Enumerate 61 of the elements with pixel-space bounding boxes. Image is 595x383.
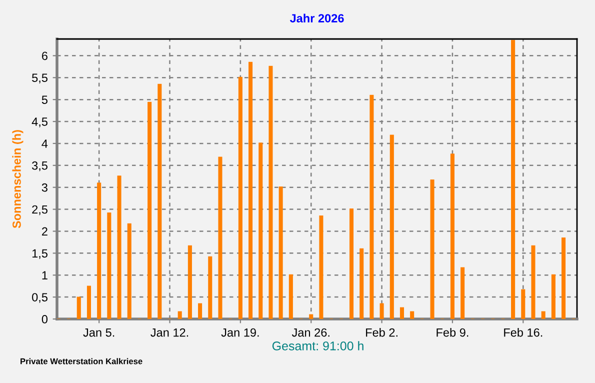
bar: [248, 62, 253, 319]
y-tick-label: 1,5: [32, 249, 48, 259]
bar: [198, 303, 202, 319]
bar: [178, 311, 182, 319]
bar: [410, 311, 414, 319]
bar: [380, 303, 384, 319]
x-tick-label: Feb 9.: [436, 328, 468, 337]
y-tick-label: 2,5: [32, 205, 48, 216]
bar: [319, 216, 324, 319]
bar: [107, 212, 112, 319]
y-tick-label: 6: [42, 52, 48, 60]
bar: [127, 223, 132, 319]
bar: [551, 274, 556, 319]
x-tick-label: Jan 26.: [292, 328, 330, 337]
x-tick-label: Feb 2.: [366, 328, 398, 337]
bar: [86, 286, 91, 319]
bar: [97, 182, 102, 319]
bar: [562, 237, 566, 319]
x-tick-label: Jan 5.: [83, 328, 114, 337]
bar: [268, 66, 273, 319]
bar: [258, 142, 263, 319]
y-tick-label: 4: [42, 140, 48, 148]
bar: [148, 102, 152, 319]
bar: [430, 180, 434, 319]
y-tick-label: 4,5: [32, 118, 48, 128]
text: Private Wetterstation Kalkriese: [20, 358, 142, 364]
bar: [370, 94, 374, 319]
y-tick-label: 5,5: [32, 74, 48, 84]
bar: [158, 84, 162, 319]
bar: [117, 176, 122, 319]
x-tick-label: Jan 12.: [150, 328, 188, 337]
bar: [278, 186, 283, 319]
bar: [360, 248, 364, 319]
bar: [309, 314, 314, 319]
bar: [390, 134, 394, 319]
y-tick-label: 2: [42, 227, 48, 236]
y-axis-title: Sonnenschein (h): [12, 130, 24, 228]
bar: [531, 245, 536, 319]
bar: [521, 289, 526, 319]
y-tick-label: 3,5: [32, 161, 48, 172]
bar: [208, 256, 212, 319]
bar: [450, 154, 454, 319]
x-tick-label: Jan 19.: [221, 328, 259, 337]
bar: [541, 311, 546, 319]
bar: [400, 307, 404, 319]
bar: [349, 208, 354, 319]
x-tick-label: Feb 16.: [504, 328, 542, 337]
bar: [238, 76, 242, 319]
y-tick-label: 0,5: [32, 293, 48, 303]
bar: [288, 274, 293, 319]
bar: [460, 267, 465, 319]
chart-title: Jahr 2026: [290, 14, 344, 22]
y-tick-label: 1: [42, 271, 48, 280]
bar: [188, 245, 192, 319]
text: Gesamt: 91:00 h: [272, 341, 364, 350]
y-tick-label: 5: [42, 96, 48, 104]
bar: [511, 40, 516, 319]
y-tick-label: 0: [42, 315, 48, 324]
bar: [76, 296, 81, 319]
y-tick-label: 3: [42, 183, 48, 192]
bar: [218, 156, 222, 319]
